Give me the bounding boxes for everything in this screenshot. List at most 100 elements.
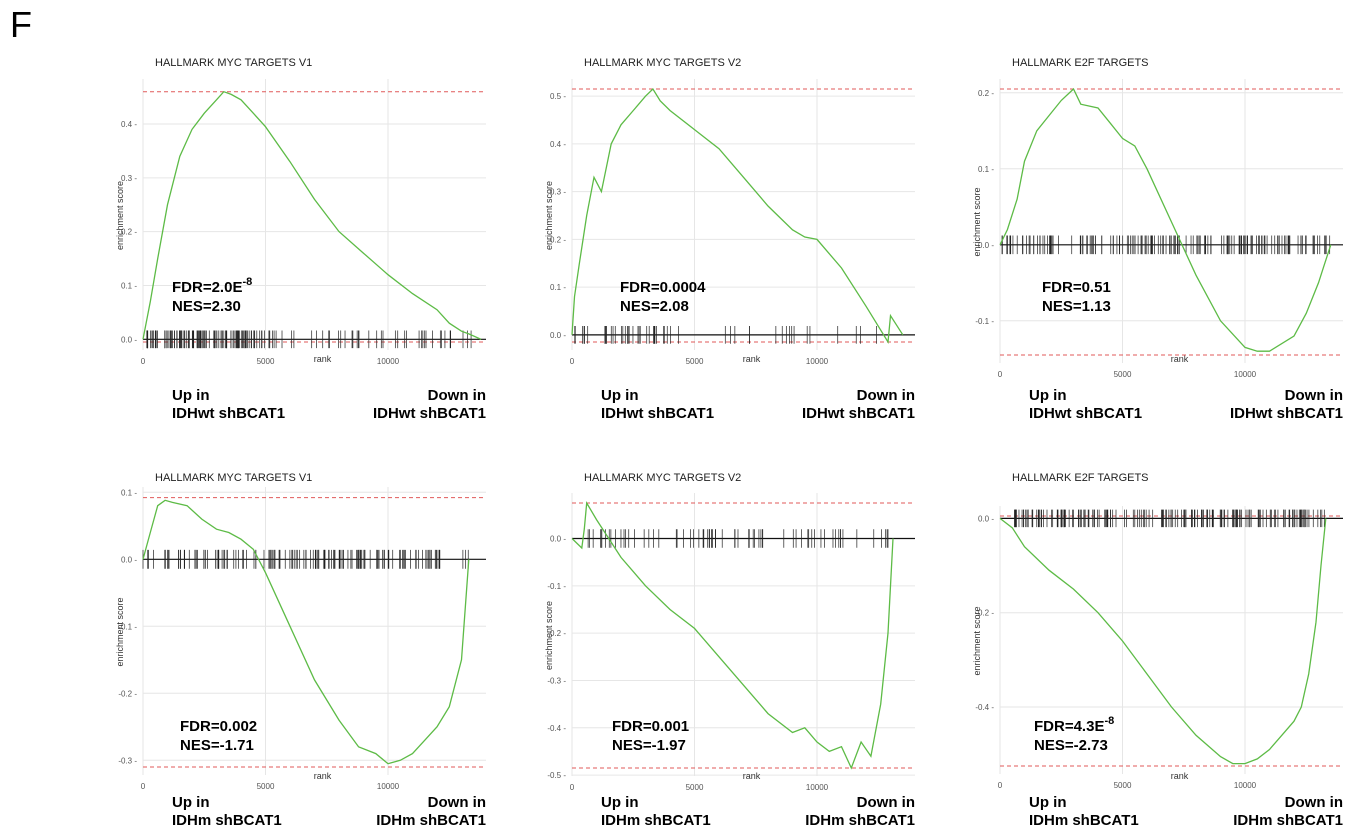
y-tick-label: 0.0 - <box>550 331 566 340</box>
right-direction-sample: IDHm shBCAT1 <box>1233 812 1343 829</box>
y-tick-label: 0.1 - <box>978 165 994 174</box>
right-direction-sample: IDHm shBCAT1 <box>376 812 486 829</box>
y-tick-label: 0.0 - <box>121 555 137 564</box>
y-axis-label: enrichment score <box>115 181 125 250</box>
left-direction-sample: IDHm shBCAT1 <box>601 812 711 829</box>
x-axis-label: rank <box>743 354 761 364</box>
y-tick-label: -0.5 - <box>547 771 566 780</box>
x-tick-label: 5000 <box>686 783 704 792</box>
y-tick-label: 0.2 - <box>978 89 994 98</box>
y-tick-label: 0.1 - <box>550 283 566 292</box>
enrichment-curve <box>999 517 1327 765</box>
left-direction-label: Up in <box>172 794 210 811</box>
x-tick-label: 0 <box>141 357 146 366</box>
x-axis-label: rank <box>1171 354 1189 364</box>
enrichment-curve <box>571 500 894 770</box>
fdr-label: FDR=0.51 <box>1042 279 1111 296</box>
x-tick-label: 10000 <box>1234 781 1257 790</box>
y-tick-label: -0.2 - <box>547 629 566 638</box>
fdr-value: FDR=0.001 <box>612 718 689 735</box>
y-tick-label: 0.4 - <box>121 120 137 129</box>
x-tick-label: 10000 <box>1234 370 1257 379</box>
x-tick-label: 0 <box>141 782 146 791</box>
y-tick-label: -0.1 - <box>118 622 137 631</box>
fdr-exponent: -8 <box>242 276 252 288</box>
y-tick-label: 0.3 - <box>121 174 137 183</box>
gsea-panel-5: HALLMARK MYC TARGETS V2 -0.5 - -0.4 - -0.3 … <box>544 472 915 829</box>
enrichment-curve <box>142 499 470 765</box>
gridlines <box>571 493 915 776</box>
x-tick-label: 0 <box>570 357 575 366</box>
x-tick-label: 10000 <box>377 357 400 366</box>
y-tick-label: -0.3 - <box>118 756 137 765</box>
x-axis-label: rank <box>1171 771 1189 781</box>
nes-label: NES=-1.97 <box>612 737 686 754</box>
y-tick-label: 0.3 - <box>550 188 566 197</box>
fdr-label: FDR=0.002 <box>180 718 257 735</box>
chart-title: HALLMARK E2F TARGETS <box>1012 57 1149 69</box>
gsea-panel-4: HALLMARK MYC TARGETS V1 -0.3 - -0.2 - -0.1 … <box>115 472 486 829</box>
y-tick-label: 0.1 - <box>121 488 137 497</box>
y-tick-label: 0.0 - <box>978 241 994 250</box>
gene-hit-ticks <box>574 325 877 344</box>
y-tick-label: 0.1 - <box>121 281 137 290</box>
y-tick-label: -0.3 - <box>547 676 566 685</box>
fdr-label: FDR=0.0004 <box>620 279 706 296</box>
x-tick-label: 5000 <box>686 357 704 366</box>
x-axis-label: rank <box>314 771 332 781</box>
x-axis-label: rank <box>314 354 332 364</box>
nes-label: NES=2.30 <box>172 298 241 315</box>
chart-title: HALLMARK MYC TARGETS V1 <box>155 57 312 69</box>
y-axis-label: enrichment score <box>544 181 554 250</box>
x-tick-label: 5000 <box>1114 781 1132 790</box>
chart-title: HALLMARK MYC TARGETS V1 <box>155 472 312 484</box>
chart-title: HALLMARK E2F TARGETS <box>1012 472 1149 484</box>
y-axis-label: enrichment score <box>544 601 554 670</box>
x-tick-label: 10000 <box>806 783 829 792</box>
gsea-panel-2: HALLMARK MYC TARGETS V2 0.0 - 0.1 - 0.2 - 0.… <box>544 57 915 422</box>
left-direction-label: Up in <box>1029 387 1067 404</box>
right-direction-sample: IDHwt shBCAT1 <box>1230 405 1343 422</box>
fdr-label: FDR=4.3E-8 <box>1034 715 1114 735</box>
x-tick-label: 5000 <box>257 357 275 366</box>
right-direction-label: Down in <box>857 794 915 811</box>
right-direction-sample: IDHwt shBCAT1 <box>373 405 486 422</box>
left-direction-sample: IDHwt shBCAT1 <box>172 405 285 422</box>
right-direction-sample: IDHm shBCAT1 <box>805 812 915 829</box>
fdr-value: FDR=0.002 <box>180 718 257 735</box>
left-direction-label: Up in <box>601 387 639 404</box>
right-direction-label: Down in <box>428 387 486 404</box>
y-tick-label: 0.2 - <box>550 235 566 244</box>
gsea-panel-3: HALLMARK E2F TARGETS -0.1 - 0.0 - 0.1 - 0.2 … <box>972 57 1343 422</box>
right-direction-label: Down in <box>1285 794 1343 811</box>
y-axis-label: enrichment score <box>972 187 982 256</box>
gene-hit-ticks <box>142 549 469 569</box>
left-direction-sample: IDHwt shBCAT1 <box>601 405 714 422</box>
gene-hit-ticks <box>146 330 472 349</box>
enrichment-curve <box>999 87 1332 352</box>
left-direction-sample: IDHm shBCAT1 <box>172 812 282 829</box>
x-tick-label: 0 <box>998 781 1003 790</box>
x-axis-label: rank <box>743 771 761 781</box>
nes-label: NES=2.08 <box>620 298 689 315</box>
y-tick-label: -0.2 - <box>975 609 994 618</box>
y-tick-label: -0.1 - <box>547 582 566 591</box>
x-tick-label: 0 <box>998 370 1003 379</box>
chart-title: HALLMARK MYC TARGETS V2 <box>584 472 741 484</box>
gene-hit-ticks <box>587 529 889 548</box>
y-tick-label: -0.1 - <box>975 317 994 326</box>
y-tick-label: -0.2 - <box>118 689 137 698</box>
enrichment-curve <box>571 87 904 344</box>
gridlines <box>571 79 915 350</box>
fdr-exponent: -8 <box>1104 715 1114 727</box>
x-tick-label: 5000 <box>1114 370 1132 379</box>
gene-hit-ticks <box>1001 235 1331 255</box>
right-direction-label: Down in <box>857 387 915 404</box>
y-axis-label: enrichment score <box>115 597 125 666</box>
y-tick-label: 0.4 - <box>550 140 566 149</box>
right-direction-label: Down in <box>428 794 486 811</box>
gene-hit-ticks <box>1014 509 1325 528</box>
y-tick-label: -0.4 - <box>975 703 994 712</box>
chart-title: HALLMARK MYC TARGETS V2 <box>584 57 741 69</box>
panel-letter: F <box>10 4 32 45</box>
